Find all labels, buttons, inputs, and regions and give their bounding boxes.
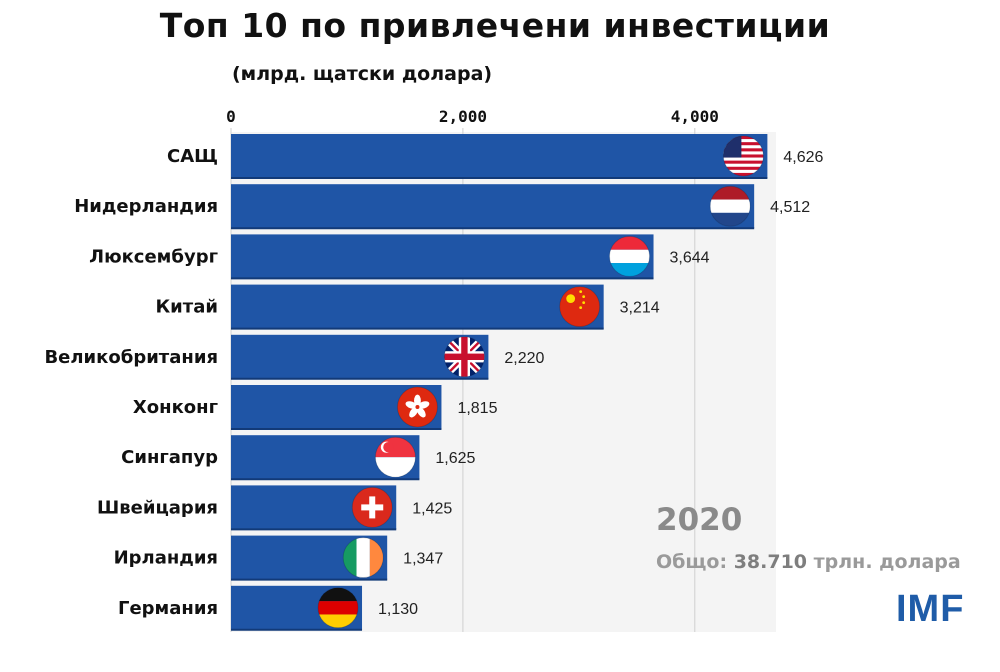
total-label: Общо: 38.710 трлн. долара — [656, 551, 961, 573]
category-label: Ирландия — [114, 548, 218, 569]
bar — [231, 184, 755, 229]
bar — [231, 284, 604, 329]
x-tick-label: 4,000 — [671, 107, 719, 126]
total-suffix: трлн. долара — [813, 551, 961, 573]
imf-logo: IMF — [896, 588, 965, 630]
value-label: 2,220 — [504, 350, 544, 367]
total-prefix: Общо: — [656, 551, 728, 573]
category-label: САЩ — [167, 146, 218, 167]
value-label: 3,214 — [620, 300, 660, 317]
bar — [231, 134, 768, 178]
flag-switzerland-icon — [352, 487, 393, 528]
value-label: 4,626 — [783, 149, 823, 166]
flag-uk-icon — [444, 336, 485, 377]
flag-china-icon — [559, 286, 600, 327]
value-label: 1,625 — [435, 450, 475, 467]
year-label: 2020 — [656, 502, 743, 538]
chart-title: Топ 10 по привлечени инвестиции — [159, 6, 831, 45]
x-tick-label: 0 — [226, 107, 236, 126]
value-label: 1,815 — [457, 400, 497, 417]
category-label: Хонконг — [133, 397, 218, 418]
value-label: 3,644 — [670, 249, 710, 266]
value-label: 1,347 — [403, 551, 443, 568]
value-label: 1,425 — [412, 500, 452, 517]
x-tick-label: 2,000 — [439, 107, 487, 126]
category-label: Нидерландия — [74, 196, 218, 217]
flag-luxembourg-icon — [609, 236, 650, 277]
category-label: Люксембург — [89, 246, 218, 267]
flag-germany-icon — [318, 587, 359, 628]
category-label: Швейцария — [97, 497, 218, 518]
flag-hong-kong-icon — [397, 387, 438, 427]
category-label: Германия — [118, 598, 218, 619]
value-label: 4,512 — [770, 199, 810, 216]
flag-netherlands-icon — [710, 186, 751, 227]
flag-ireland-icon — [343, 537, 384, 578]
total-amount: 38.710 — [733, 551, 808, 573]
category-label: Великобритания — [44, 347, 218, 368]
category-label: Китай — [155, 297, 218, 318]
category-label: Сингапур — [121, 447, 218, 468]
value-label: 1,130 — [378, 601, 418, 618]
flag-singapore-icon — [375, 437, 416, 478]
bar — [231, 234, 654, 279]
chart-subtitle: (млрд. щатски долара) — [232, 63, 493, 85]
